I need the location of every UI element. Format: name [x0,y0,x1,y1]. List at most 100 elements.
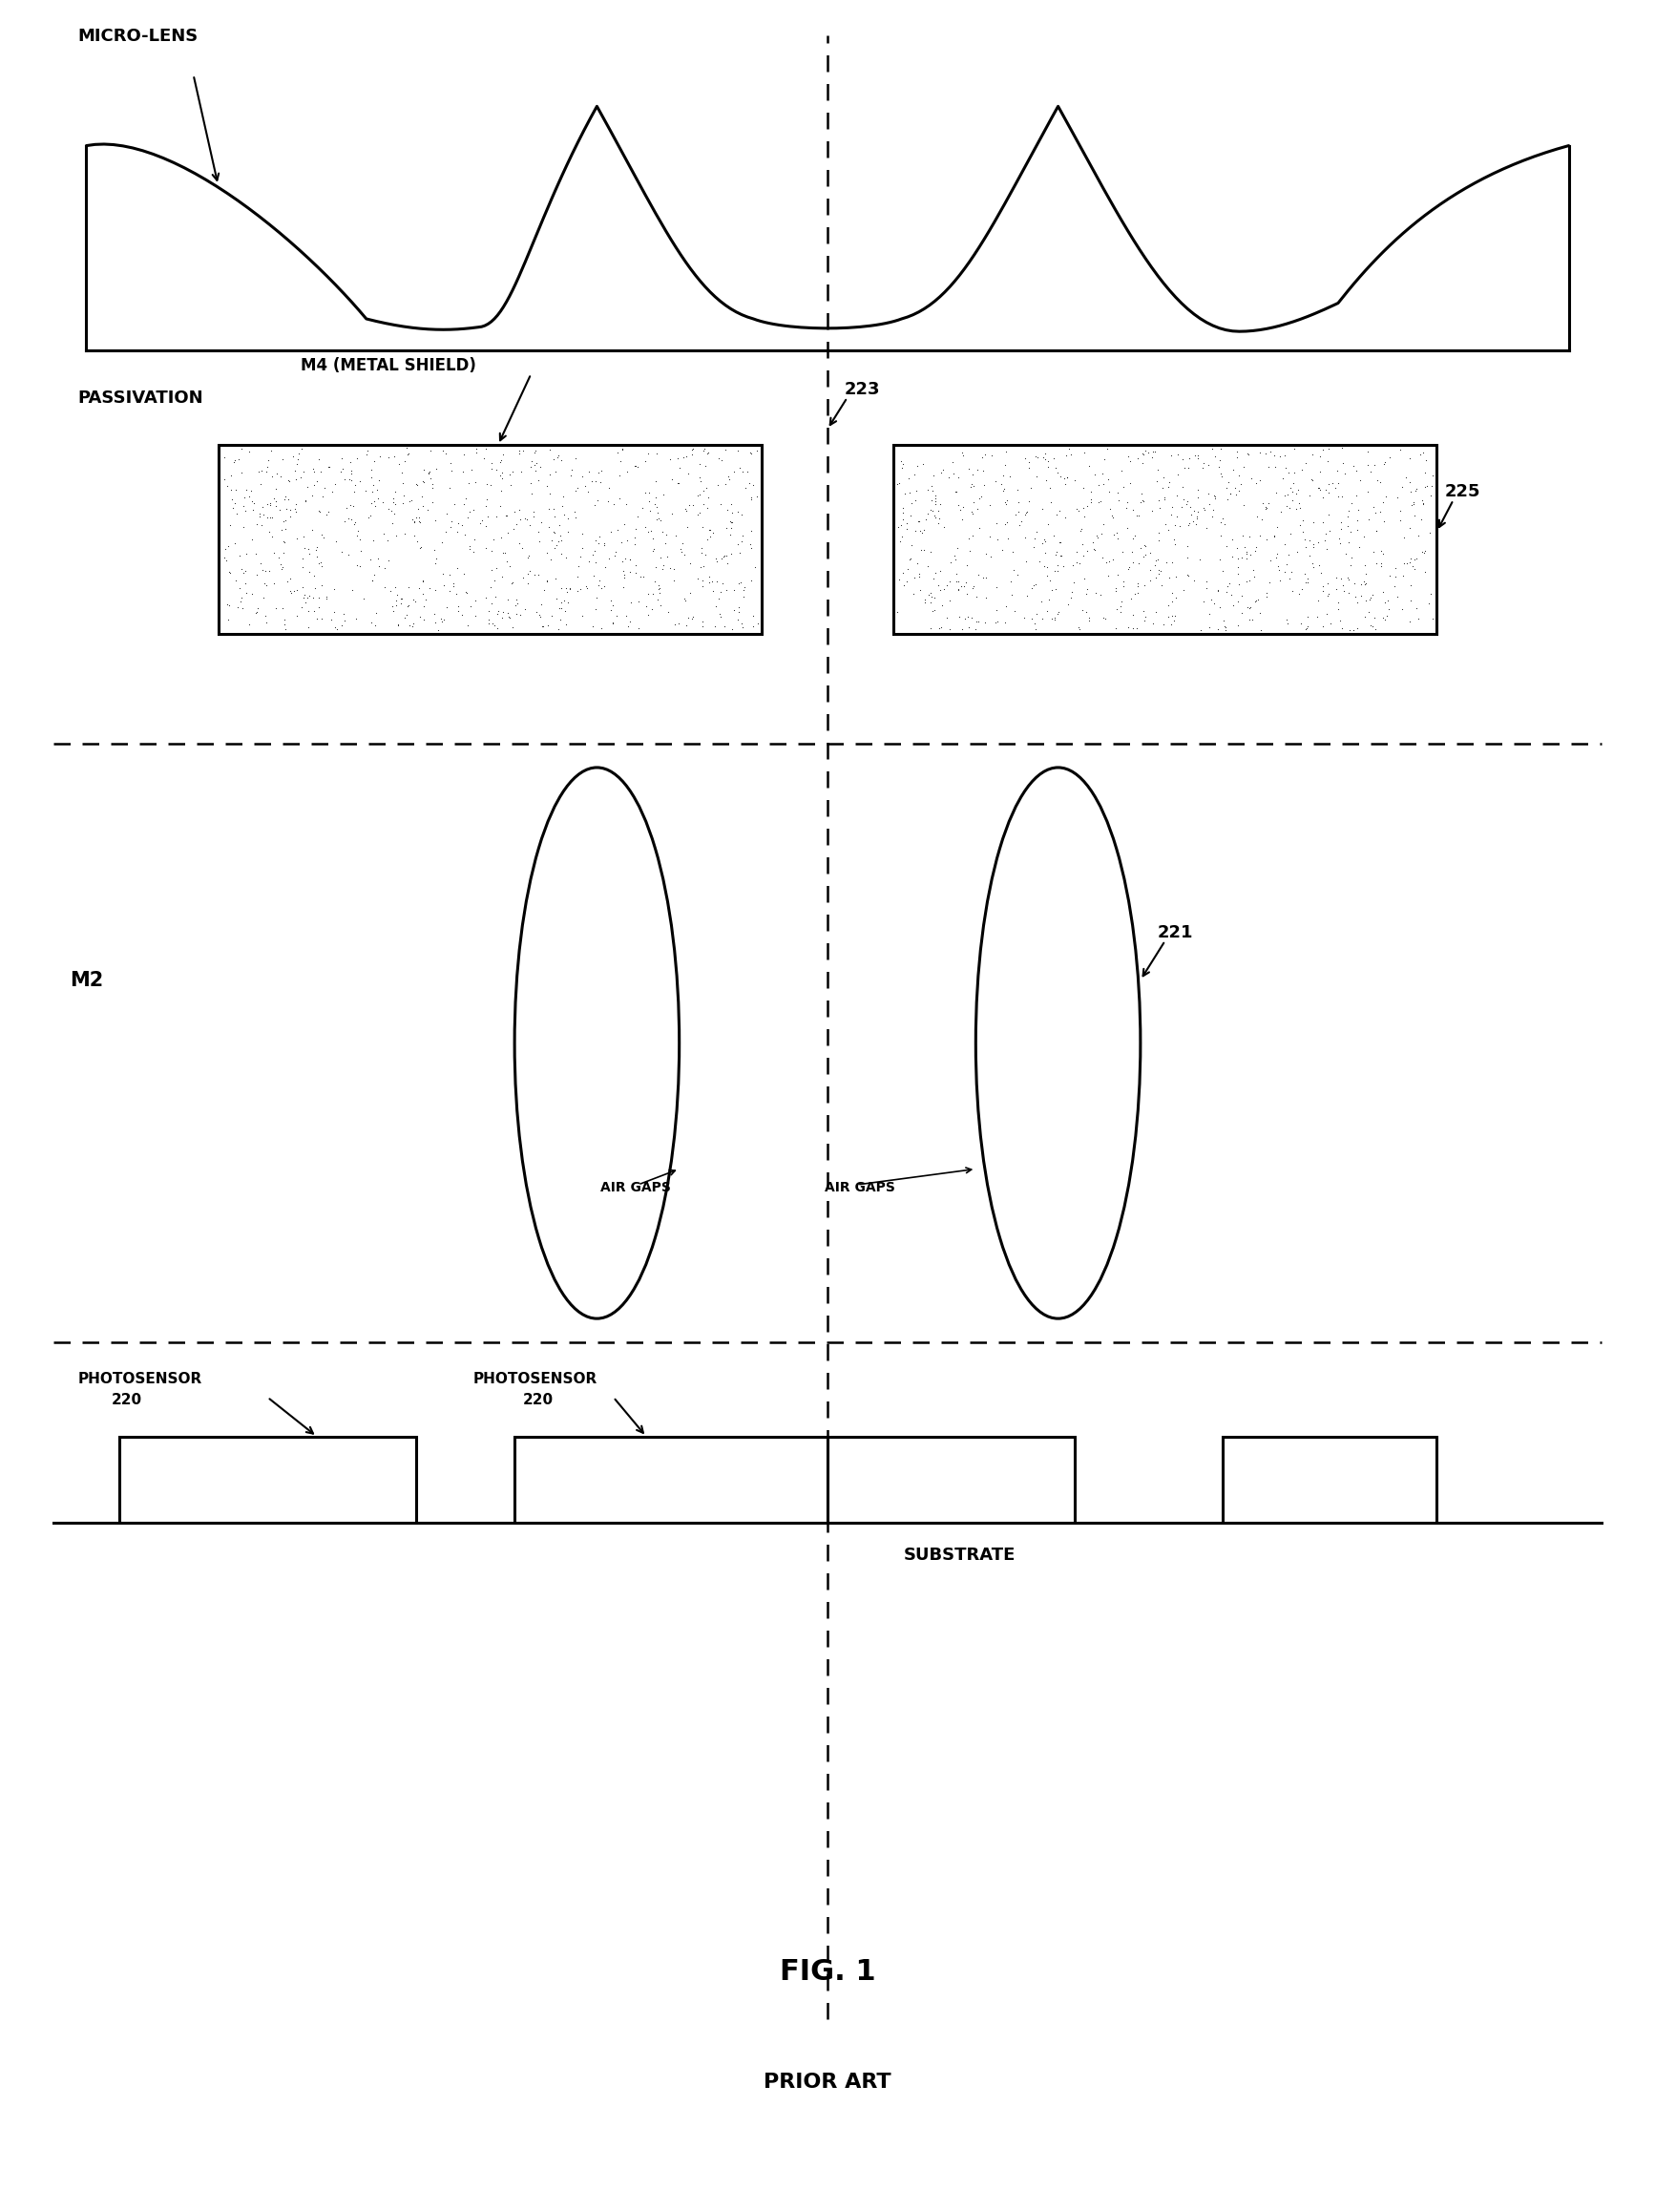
Point [1309,480,1336,515]
Point [597,593,624,628]
Point [1314,442,1341,478]
Point [248,453,275,489]
Point [442,487,468,522]
Point [1101,515,1127,551]
Point [1253,491,1279,526]
Point [1241,584,1268,619]
Point [1412,442,1438,478]
Point [1202,440,1228,476]
Point [533,564,559,599]
Point [1233,538,1259,573]
Point [960,518,986,553]
Point [649,513,675,549]
Point [270,549,296,584]
Point [1026,544,1053,580]
Point [1117,467,1144,502]
Point [1029,491,1056,526]
Point [685,478,712,513]
Point [1418,469,1445,504]
Point [402,584,429,619]
Point [410,489,437,524]
Point [268,460,295,495]
Point [473,500,500,535]
Point [1185,440,1211,476]
Point [544,613,571,648]
Point [698,564,725,599]
Point [609,524,636,560]
Point [394,431,420,467]
Point [1066,611,1092,646]
Point [556,571,583,606]
Point [354,434,381,469]
Point [947,491,973,526]
Point [278,575,305,611]
Point [485,593,511,628]
Point [1125,498,1152,533]
Point [1205,573,1231,608]
Point [563,473,589,509]
Point [1372,602,1398,637]
Point [1370,599,1397,635]
Point [1390,520,1417,555]
Point [1410,434,1437,469]
Point [1211,608,1238,644]
Point [1355,582,1382,617]
Point [728,498,755,533]
Point [1271,478,1298,513]
Point [718,511,745,546]
Point [1142,546,1168,582]
Point [1402,542,1428,577]
Point [1412,555,1438,591]
Point [243,593,270,628]
Point [915,577,942,613]
Point [518,467,544,502]
Point [404,467,430,502]
Point [531,573,558,608]
Point [601,538,627,573]
Point [1314,597,1341,633]
Point [720,593,746,628]
Point [480,606,506,641]
Point [990,473,1016,509]
Point [1173,529,1200,564]
Point [1013,495,1039,531]
Point [1089,540,1115,575]
Point [1279,482,1306,518]
Point [991,471,1018,507]
Point [1076,449,1102,484]
Point [475,606,501,641]
Point [1154,544,1180,580]
Point [535,469,561,504]
Point [376,542,402,577]
Point [1337,546,1364,582]
Point [1397,544,1423,580]
Point [1041,440,1067,476]
Text: M2: M2 [70,971,104,989]
Point [943,473,970,509]
Point [955,599,981,635]
Point [490,535,516,571]
Point [1074,489,1101,524]
Point [410,588,437,624]
Point [1213,529,1240,564]
Point [1364,513,1390,549]
Point [609,553,636,588]
Point [674,440,700,476]
Point [506,491,533,526]
Point [397,484,424,520]
Point [642,465,669,500]
Point [1286,577,1312,613]
Point [410,602,437,637]
Point [945,460,971,495]
Point [1278,555,1304,591]
Point [607,445,634,480]
Point [715,458,741,493]
Point [1309,573,1336,608]
Point [386,447,412,482]
Point [963,611,990,646]
Point [1218,540,1245,575]
Point [558,458,584,493]
Point [432,436,458,471]
Point [1248,613,1274,648]
Point [1180,493,1206,529]
